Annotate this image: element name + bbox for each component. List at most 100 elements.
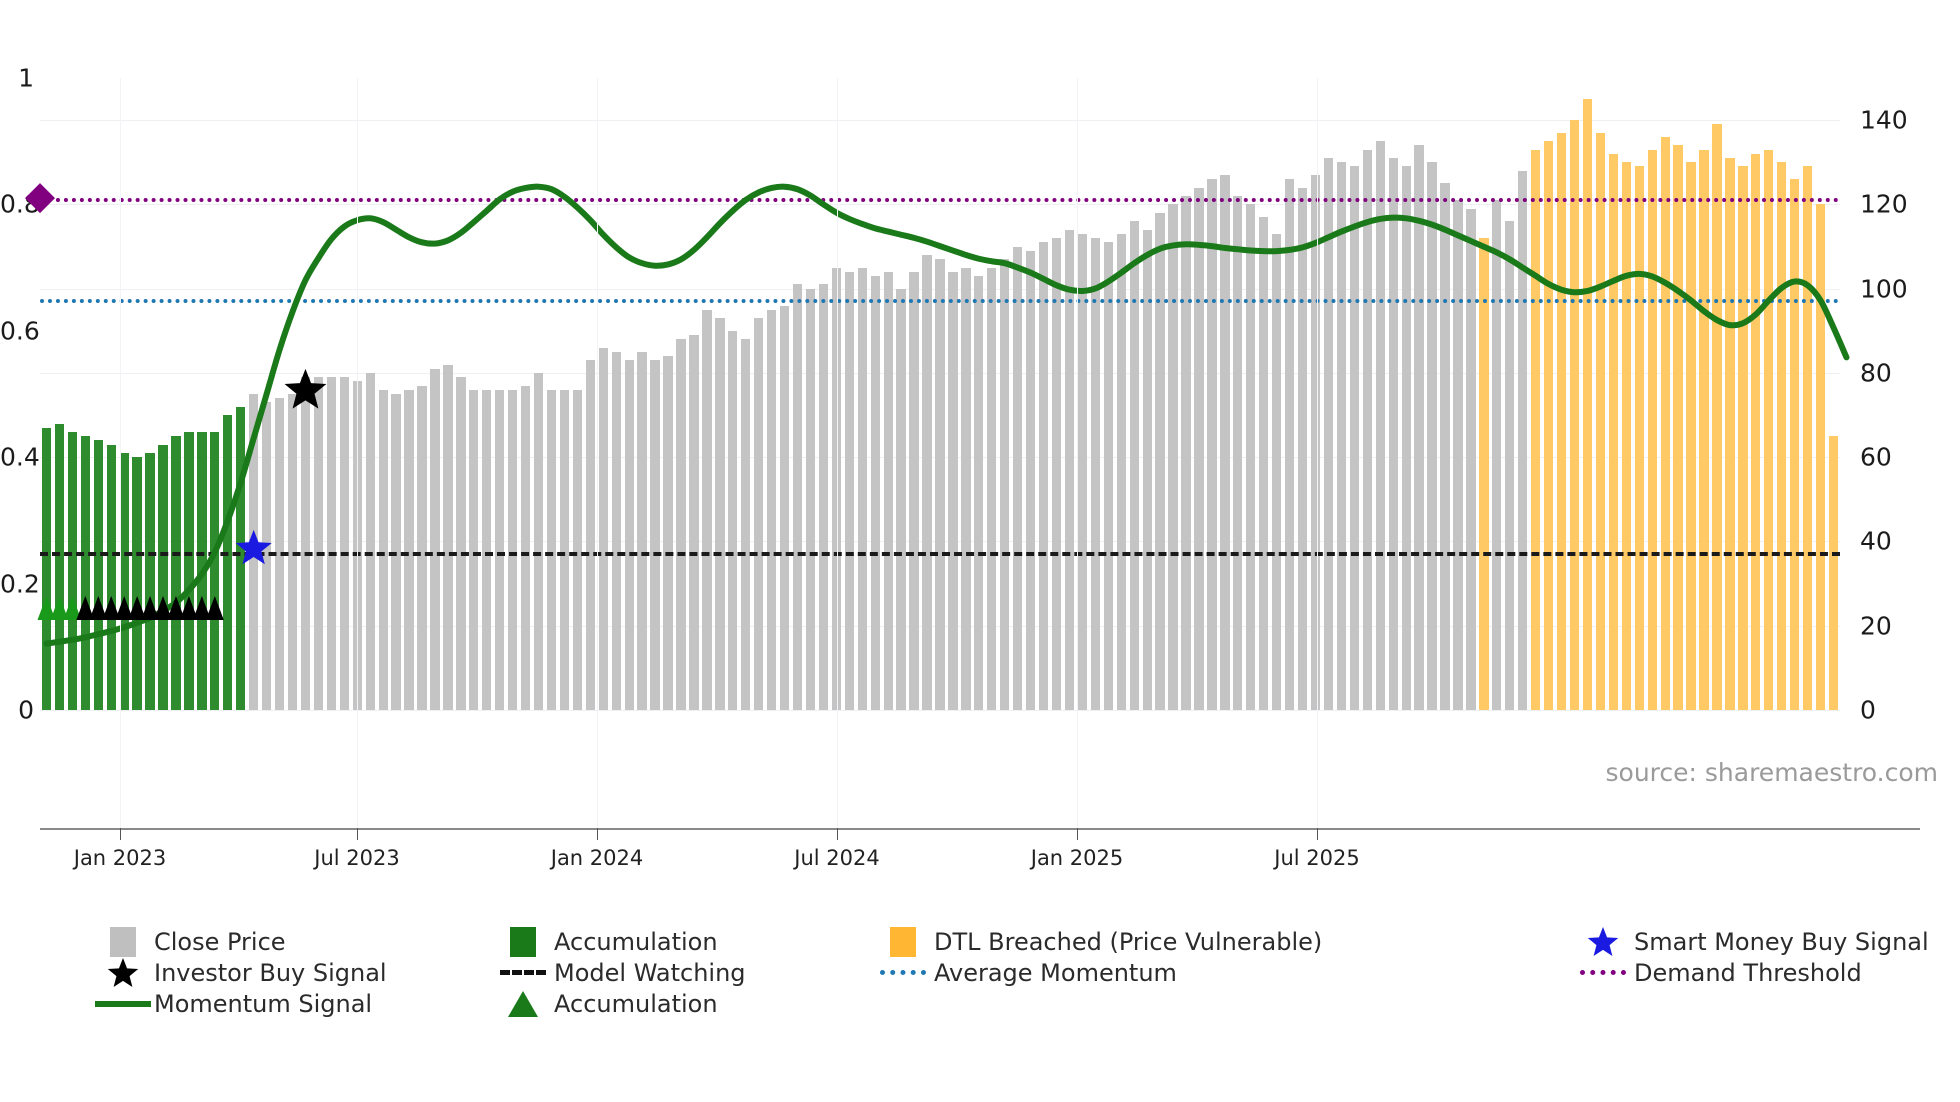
bar (1090, 238, 1101, 710)
plot-area (25, 78, 1850, 711)
legend-dotted-line-icon (1580, 970, 1626, 975)
y-right-tick-label: 40 (1860, 526, 1892, 556)
legend-label: Close Price (154, 927, 286, 956)
bar (93, 440, 103, 710)
legend-square-icon (110, 926, 136, 957)
bar (572, 389, 583, 710)
accumulation-triangle-icon (89, 596, 108, 620)
bar (469, 389, 479, 710)
y-left-tick-label: 0.2 (0, 569, 40, 599)
legend-marker-square (92, 926, 154, 957)
x-gridline (1317, 78, 1318, 828)
x-axis-tick-label: Jan 2023 (73, 846, 167, 870)
legend-item[interactable]: Demand Threshold (1572, 957, 1892, 988)
legend-item[interactable]: Investor Buy Signal (92, 957, 492, 988)
x-axis-tick (1077, 828, 1078, 840)
legend-item[interactable]: Model Watching (492, 957, 872, 988)
bar (1815, 204, 1826, 710)
accumulation-triangle-icon (179, 596, 198, 620)
legend-star-icon (107, 957, 139, 987)
bar (430, 368, 440, 710)
legend-item[interactable]: DTL Breached (Price Vulnerable) (872, 926, 1572, 957)
bar (1543, 141, 1554, 710)
bar (1013, 246, 1023, 710)
legend-label: DTL Breached (Price Vulnerable) (934, 927, 1323, 956)
bar (974, 276, 984, 710)
bar (1518, 170, 1528, 710)
bar (1634, 166, 1644, 710)
bar (1388, 158, 1398, 710)
bar (261, 402, 272, 710)
accumulation-triangle-icon (128, 596, 147, 620)
legend-label: Accumulation (554, 927, 718, 956)
bar (378, 389, 388, 710)
bar (1712, 124, 1722, 710)
x-gridline (120, 78, 121, 828)
accumulation-triangle-icon (166, 596, 185, 620)
bar (857, 267, 867, 710)
legend-item[interactable]: Accumulation (492, 988, 872, 1019)
legend-star-icon (1587, 926, 1619, 956)
accumulation-triangle-icon (154, 596, 173, 620)
bar (559, 389, 570, 710)
x-axis-line (40, 828, 1920, 830)
bar (883, 271, 893, 710)
bar (792, 284, 803, 710)
bar (1790, 179, 1800, 710)
y-left-tick-label: 0.6 (0, 316, 40, 346)
bar (637, 351, 647, 710)
legend-item[interactable]: Accumulation (492, 926, 872, 957)
bar (313, 377, 324, 710)
bar (495, 389, 505, 710)
legend-square-icon (510, 926, 536, 957)
bar (870, 276, 880, 710)
demand-threshold-line (40, 198, 1840, 203)
bar (1764, 149, 1774, 710)
bar (805, 288, 816, 710)
legend-marker-star (1572, 925, 1634, 959)
bar (844, 271, 854, 710)
bar (1375, 141, 1385, 710)
bar (922, 254, 932, 710)
legend-item[interactable]: Smart Money Buy Signal (1572, 926, 1929, 957)
legend-row: Close Price Accumulation DTL Breached (Pri… (92, 926, 1929, 957)
bar (1362, 149, 1372, 710)
bar (1505, 221, 1515, 710)
bar (1802, 166, 1813, 710)
bar (1284, 179, 1295, 710)
bar (106, 444, 116, 710)
bar (1310, 174, 1321, 710)
bar (54, 423, 65, 710)
legend-marker-square (872, 926, 934, 957)
bar (818, 284, 829, 710)
bar (520, 385, 531, 710)
legend-row: Momentum Signal Accumulation (92, 988, 1892, 1019)
legend-item[interactable]: Close Price (92, 926, 492, 957)
bar (598, 347, 608, 710)
bar (689, 335, 699, 710)
bar (365, 372, 375, 710)
bar (1272, 233, 1282, 710)
bar (1440, 183, 1450, 710)
bar (1647, 149, 1657, 710)
x-axis-tick (120, 828, 121, 840)
bar (1621, 162, 1631, 710)
bar (896, 288, 906, 710)
bar (987, 267, 997, 710)
bar (1531, 149, 1541, 710)
x-axis-tick (837, 828, 838, 840)
x-gridline (597, 78, 598, 828)
y-right-tick-label: 20 (1860, 611, 1892, 641)
bar (1738, 166, 1748, 710)
accumulation-triangles-strip (37, 596, 224, 620)
bar (1699, 149, 1709, 710)
legend-label: Investor Buy Signal (154, 958, 387, 987)
legend-item[interactable]: Momentum Signal (92, 988, 492, 1019)
x-axis-tick (597, 828, 598, 840)
bar (404, 389, 414, 710)
legend-marker-triangle (492, 990, 554, 1017)
bar (132, 457, 142, 710)
bar (236, 406, 246, 710)
legend-item[interactable]: Average Momentum (872, 957, 1572, 988)
accumulation-triangle-icon (37, 596, 56, 620)
